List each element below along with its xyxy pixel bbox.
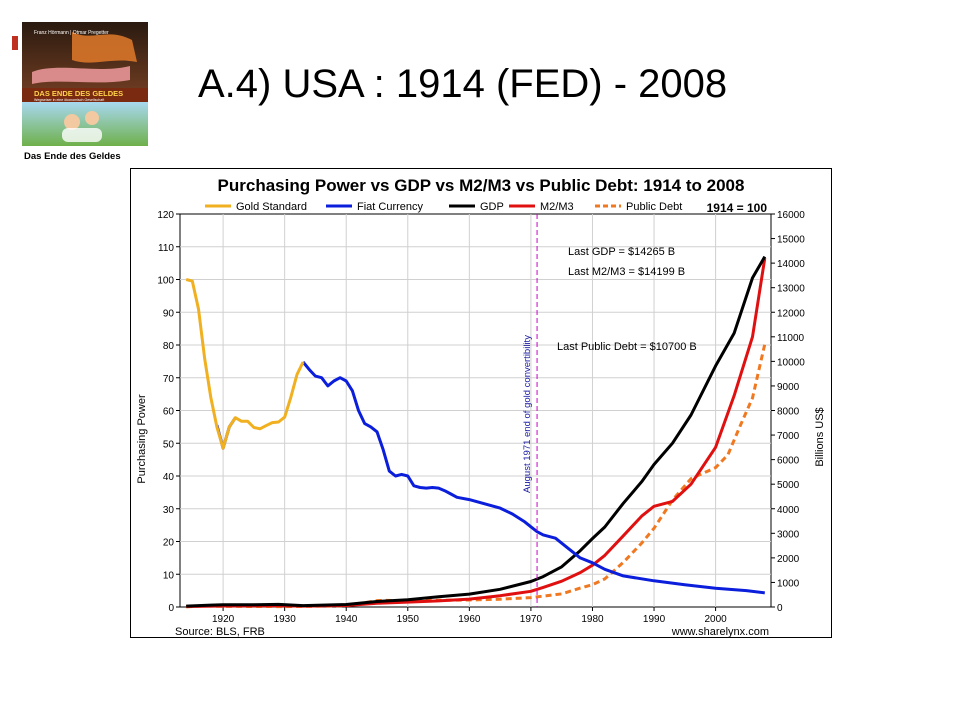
y-tick-label: 20 (163, 538, 175, 549)
legend-label: Gold Standard (236, 201, 307, 213)
chart-website: www.sharelynx.com (671, 626, 769, 637)
y2-tick-label: 2000 (777, 554, 800, 565)
x-tick-label: 1970 (520, 614, 543, 625)
y-tick-label: 10 (163, 570, 175, 581)
y-tick-label: 50 (163, 439, 175, 450)
chart-title: Purchasing Power vs GDP vs M2/M3 vs Publ… (218, 176, 745, 195)
axes: 0 10 20 30 40 50 60 70 80 90 100 110 120 1920 1930 1940… (157, 210, 805, 625)
y2-tick-label: 10000 (777, 357, 805, 368)
y2-tick-label: 13000 (777, 284, 805, 295)
book-subtitle: Wegweiser in eine ökonomisch Gesellschaf… (34, 98, 104, 102)
y2-axis-label: Billions US$ (814, 407, 826, 466)
y-tick-label: 120 (157, 210, 174, 221)
chart-legend: Gold Standard Fiat Currency GDP M2/M3 Public… (205, 201, 682, 213)
y2-tick-label: 8000 (777, 407, 800, 418)
book-caption: Das Ende des Geldes (24, 151, 121, 162)
y-tick-label: 70 (163, 374, 175, 385)
y2-tick-label: 7000 (777, 431, 800, 442)
x-tick-label: 1930 (274, 614, 297, 625)
book-authors: Franz Hörmann | Otmar Pregetter (34, 30, 109, 36)
annotations: August 1971 end of gold convertibility La… (522, 214, 697, 607)
series-line-gold-standard (185, 278, 305, 450)
base-note: 1914 = 100 (707, 201, 768, 215)
slide-title: A.4) USA : 1914 (FED) - 2008 (198, 62, 728, 106)
book-cover-image: Franz Hörmann | Otmar Pregetter DAS ENDE… (12, 22, 148, 164)
y2-tick-label: 12000 (777, 308, 805, 319)
y2-tick-label: 15000 (777, 235, 805, 246)
y2-tick-label: 11000 (777, 333, 805, 344)
y-tick-label: 100 (157, 276, 174, 287)
annotation-note: Last M2/M3 = $14199 B (568, 266, 685, 278)
y-tick-label: 60 (163, 407, 175, 418)
y-tick-label: 0 (168, 603, 174, 614)
chart-frame: Purchasing Power vs GDP vs M2/M3 vs Publ… (130, 168, 832, 638)
series-lines (185, 255, 767, 609)
series-line-gdp (186, 255, 767, 608)
y-tick-label: 110 (158, 243, 174, 254)
y2-tick-label: 9000 (777, 382, 800, 393)
book-title: DAS ENDE DES GELDES (34, 89, 123, 98)
y-tick-label: 90 (163, 308, 175, 319)
y2-tick-label: 16000 (777, 210, 805, 221)
x-tick-label: 1950 (397, 614, 420, 625)
grid (179, 213, 772, 608)
chart-source: Source: BLS, FRB (175, 626, 265, 637)
y2-tick-label: 1000 (777, 578, 800, 589)
legend-label: Public Debt (626, 201, 682, 213)
series-line-fiat-currency (301, 361, 765, 595)
y2-tick-label: 0 (777, 603, 783, 614)
y-axis-label: Purchasing Power (136, 394, 148, 484)
legend-label: Fiat Currency (357, 201, 424, 213)
x-tick-label: 1980 (581, 614, 604, 625)
y2-tick-label: 3000 (777, 529, 800, 540)
x-tick-label: 2000 (704, 614, 727, 625)
legend-label: M2/M3 (540, 201, 574, 213)
legend-label: GDP (480, 201, 504, 213)
gold-convertibility-label: August 1971 end of gold convertibility (522, 335, 533, 493)
purchasing-power-chart: Purchasing Power vs GDP vs M2/M3 vs Publ… (136, 176, 826, 638)
x-tick-label: 1920 (212, 614, 235, 625)
y2-tick-label: 6000 (777, 456, 800, 467)
annotation-note: Last GDP = $14265 B (568, 246, 675, 258)
y2-tick-label: 5000 (777, 480, 800, 491)
x-tick-label: 1940 (335, 614, 358, 625)
x-tick-label: 1990 (643, 614, 666, 625)
x-tick-label: 1960 (458, 614, 481, 625)
y2-tick-label: 14000 (777, 259, 805, 270)
y2-tick-label: 4000 (777, 505, 800, 516)
y-tick-label: 40 (163, 472, 175, 483)
annotation-note: Last Public Debt = $10700 B (557, 341, 697, 353)
y-tick-label: 80 (163, 341, 175, 352)
y-tick-label: 30 (163, 505, 175, 516)
